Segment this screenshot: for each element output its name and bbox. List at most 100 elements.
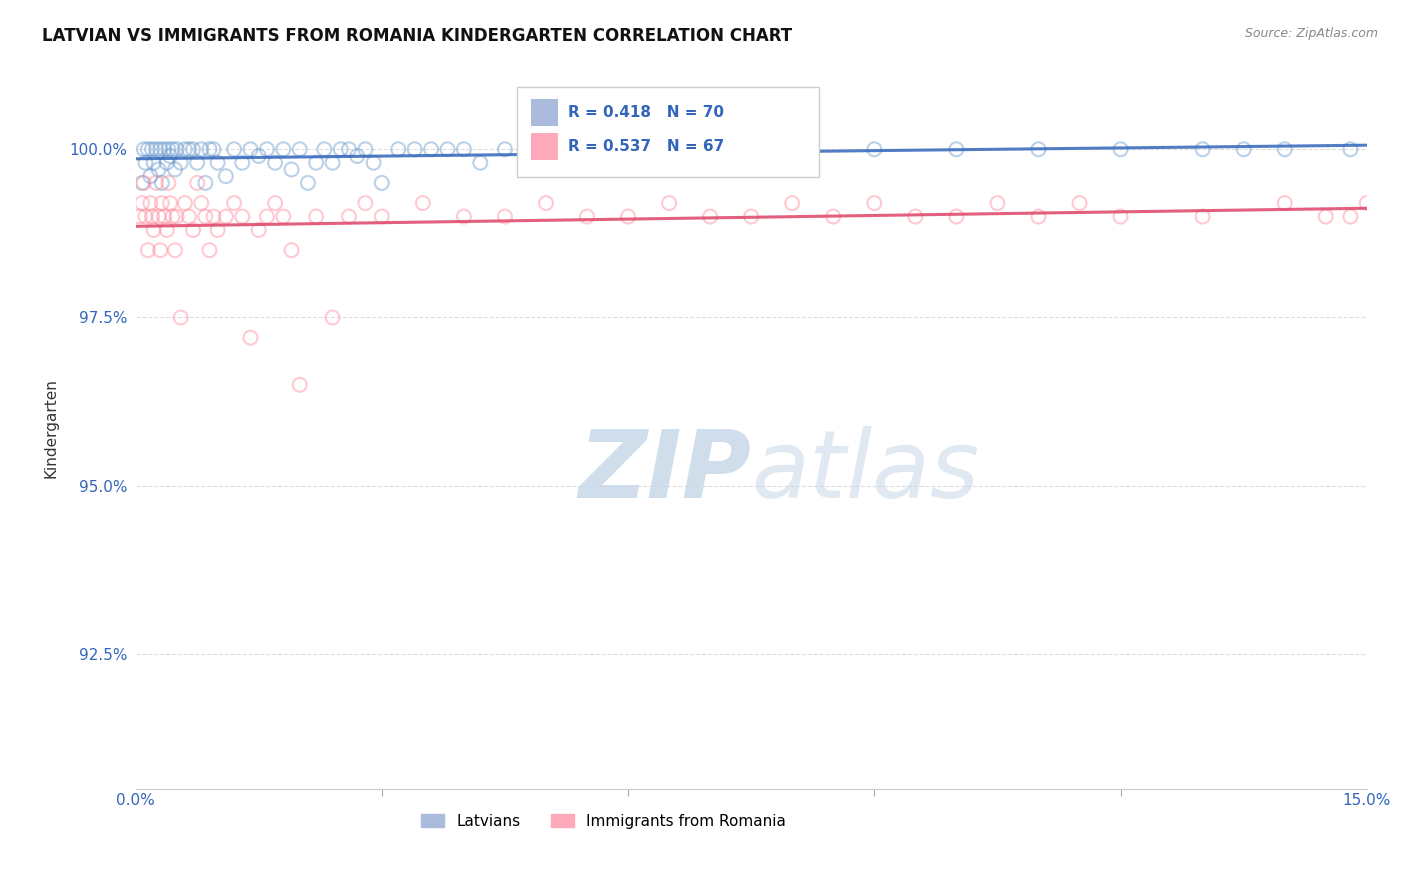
Point — [404, 142, 426, 156]
Point — [945, 210, 967, 224]
Point — [470, 155, 492, 169]
Point — [1109, 142, 1132, 156]
Text: R = 0.537   N = 67: R = 0.537 N = 67 — [568, 139, 724, 153]
Point — [198, 243, 221, 257]
FancyBboxPatch shape — [531, 133, 558, 160]
Point — [863, 142, 886, 156]
Point — [156, 223, 179, 237]
Point — [157, 176, 180, 190]
Point — [207, 223, 229, 237]
Point — [177, 142, 200, 156]
Point — [202, 210, 225, 224]
Y-axis label: Kindergarten: Kindergarten — [44, 378, 58, 478]
Point — [420, 142, 443, 156]
Point — [231, 210, 253, 224]
Point — [1339, 142, 1361, 156]
Point — [699, 142, 721, 156]
Point — [1191, 210, 1213, 224]
Point — [142, 155, 165, 169]
Point — [186, 155, 208, 169]
Point — [156, 155, 179, 169]
Point — [141, 142, 163, 156]
Point — [149, 243, 172, 257]
Point — [153, 142, 176, 156]
Point — [215, 169, 238, 184]
Legend: Latvians, Immigrants from Romania: Latvians, Immigrants from Romania — [415, 807, 792, 835]
Point — [247, 223, 270, 237]
Point — [170, 155, 193, 169]
Point — [170, 310, 193, 325]
Point — [1274, 196, 1296, 211]
Point — [142, 223, 165, 237]
Point — [186, 176, 208, 190]
Point — [150, 176, 173, 190]
Point — [453, 210, 475, 224]
Point — [314, 142, 336, 156]
Point — [207, 155, 229, 169]
Point — [363, 155, 385, 169]
Point — [576, 142, 599, 156]
Text: ZIP: ZIP — [578, 425, 751, 517]
Point — [288, 377, 311, 392]
Point — [1315, 210, 1337, 224]
Point — [159, 196, 181, 211]
Point — [354, 196, 377, 211]
FancyBboxPatch shape — [517, 87, 818, 177]
Point — [371, 176, 394, 190]
Point — [153, 210, 176, 224]
Point — [239, 331, 262, 345]
Point — [453, 142, 475, 156]
Point — [148, 210, 170, 224]
Point — [162, 210, 184, 224]
Point — [1028, 210, 1050, 224]
Point — [534, 142, 557, 156]
Point — [780, 142, 803, 156]
Point — [150, 196, 173, 211]
Point — [173, 142, 195, 156]
Point — [412, 196, 434, 211]
Point — [222, 142, 245, 156]
Point — [239, 142, 262, 156]
Point — [986, 196, 1008, 211]
Point — [740, 210, 762, 224]
Point — [247, 149, 270, 163]
Point — [149, 142, 172, 156]
Point — [145, 176, 167, 190]
Point — [305, 155, 328, 169]
Point — [436, 142, 458, 156]
Point — [305, 210, 328, 224]
Point — [198, 142, 221, 156]
Point — [181, 223, 204, 237]
Point — [177, 210, 200, 224]
Point — [190, 196, 212, 211]
FancyBboxPatch shape — [531, 99, 558, 126]
Point — [699, 210, 721, 224]
Point — [194, 210, 217, 224]
Point — [297, 176, 319, 190]
Point — [1028, 142, 1050, 156]
Point — [141, 210, 163, 224]
Point — [134, 210, 156, 224]
Point — [162, 142, 184, 156]
Point — [658, 142, 681, 156]
Point — [136, 243, 159, 257]
Point — [576, 210, 599, 224]
Point — [273, 142, 295, 156]
Point — [1069, 196, 1091, 211]
Point — [617, 142, 640, 156]
Point — [1109, 210, 1132, 224]
Point — [617, 210, 640, 224]
Point — [256, 142, 278, 156]
Point — [148, 162, 170, 177]
Point — [273, 210, 295, 224]
Text: Source: ZipAtlas.com: Source: ZipAtlas.com — [1244, 27, 1378, 40]
Point — [202, 142, 225, 156]
Point — [494, 210, 516, 224]
Point — [166, 142, 188, 156]
Point — [1191, 142, 1213, 156]
Point — [904, 210, 927, 224]
Point — [157, 142, 180, 156]
Text: R = 0.418   N = 70: R = 0.418 N = 70 — [568, 105, 724, 120]
Point — [166, 210, 188, 224]
Point — [280, 162, 302, 177]
